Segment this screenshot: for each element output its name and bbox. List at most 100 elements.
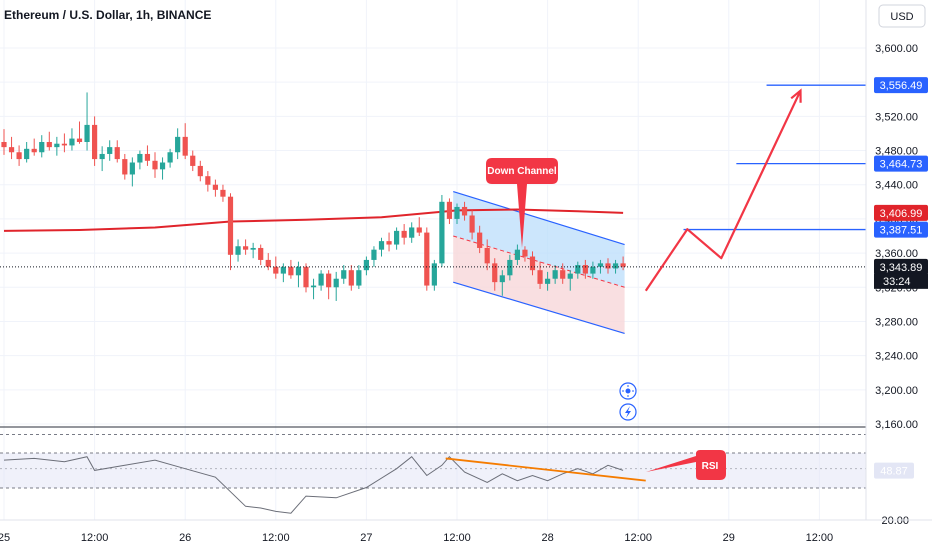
candle[interactable] [227,193,234,271]
candle[interactable] [545,271,551,291]
candle[interactable] [590,261,596,279]
channel-lower-line[interactable] [453,281,625,334]
candle[interactable] [24,142,30,163]
projection-path[interactable] [644,88,802,292]
candle[interactable] [529,251,536,276]
candle[interactable] [212,179,218,197]
candle[interactable] [575,261,581,279]
candle[interactable] [605,258,611,274]
candle[interactable] [371,246,377,267]
candle[interactable] [265,253,271,271]
candle[interactable] [182,123,188,160]
candle[interactable] [167,148,173,168]
candle[interactable] [39,135,45,158]
candle[interactable] [522,246,528,262]
candle[interactable] [363,256,369,276]
candle-body [280,266,286,274]
candle[interactable] [461,201,468,221]
candle[interactable] [243,239,249,255]
candle[interactable] [288,259,294,279]
candle[interactable] [394,227,400,250]
candle[interactable] [99,146,105,172]
candle[interactable] [84,92,90,151]
candle[interactable] [1,129,7,155]
candle[interactable] [348,265,354,291]
ema-line[interactable] [3,208,624,232]
candle[interactable] [416,217,422,236]
candle[interactable] [424,227,430,291]
candle[interactable] [537,261,543,289]
rsi-trendline[interactable] [445,457,646,482]
candle[interactable] [401,224,407,245]
candle[interactable] [386,232,392,252]
candle[interactable] [220,184,226,202]
candle[interactable] [197,160,203,182]
crosshair-icon[interactable] [619,382,637,400]
candle[interactable] [235,239,241,262]
rsi-upper-tag-bg [874,445,914,461]
candle[interactable] [378,237,385,257]
candle[interactable] [61,133,67,153]
candle[interactable] [341,265,347,284]
candle[interactable] [31,138,37,156]
candle[interactable] [431,259,437,291]
candle[interactable] [454,203,460,225]
candle[interactable] [175,128,181,160]
candle[interactable] [567,270,573,291]
candle-body [137,153,143,163]
candle-body [114,147,120,160]
candle[interactable] [514,244,520,266]
candle[interactable] [507,254,513,281]
candle[interactable] [122,153,128,180]
candle[interactable] [499,270,505,296]
candle[interactable] [477,225,483,254]
candle[interactable] [326,270,332,300]
candle[interactable] [250,242,256,259]
candle[interactable] [310,278,317,300]
candle[interactable] [303,263,309,293]
candle[interactable] [8,136,15,160]
candle[interactable] [552,265,558,284]
candle[interactable] [620,256,626,271]
projection-line[interactable] [644,90,802,292]
candle[interactable] [356,265,362,289]
channel-upper-line[interactable] [453,190,625,246]
candle[interactable] [152,152,158,178]
candle[interactable] [469,210,475,240]
candle[interactable] [409,222,415,243]
rsi-callout[interactable]: RSI [646,450,726,480]
candle[interactable] [54,136,60,156]
last-price-tag-bg [874,258,928,275]
down-channel-callout[interactable]: Down Channel [486,158,558,248]
candle[interactable] [280,263,286,283]
candle-body [356,270,362,286]
candle[interactable] [107,140,113,161]
candle[interactable] [114,140,120,163]
candle[interactable] [159,157,166,180]
candle[interactable] [582,259,588,279]
candle[interactable] [144,145,151,166]
time-axis-ticks[interactable]: 25 12:00 26 12:00 27 12:00 28 12:00 29 12:00 [0,532,833,544]
candle[interactable] [190,150,196,172]
candle[interactable] [273,256,279,279]
candle[interactable] [69,128,75,151]
candle[interactable] [560,263,566,284]
candle[interactable] [16,145,22,166]
rsi-line[interactable] [3,455,624,514]
candle[interactable] [76,121,83,144]
candle[interactable] [439,194,445,267]
candle[interactable] [129,157,135,187]
candle[interactable] [484,239,490,271]
candle[interactable] [446,198,453,225]
candle[interactable] [318,270,324,291]
candle[interactable] [333,271,339,301]
candle[interactable] [92,116,98,166]
candle[interactable] [137,150,143,170]
candle[interactable] [492,258,498,291]
candle[interactable] [46,131,52,151]
currency-button[interactable]: USD [878,4,926,28]
candle[interactable] [258,244,264,266]
candle[interactable] [295,261,302,288]
lightning-icon[interactable] [619,403,637,421]
candle[interactable] [205,171,211,192]
